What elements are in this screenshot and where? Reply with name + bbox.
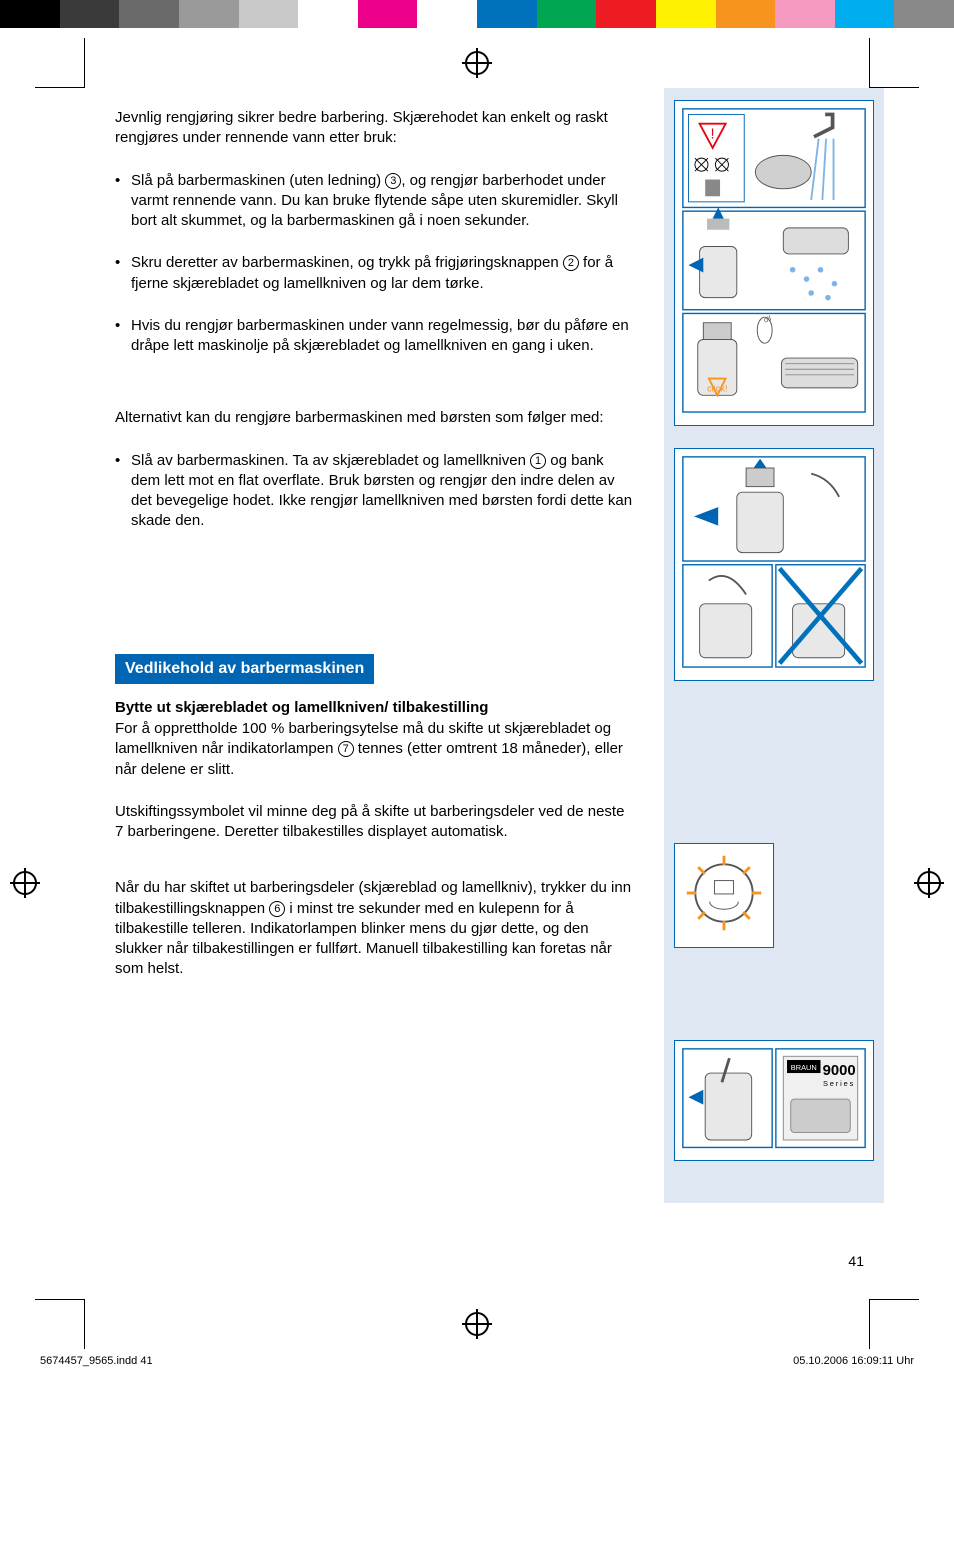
cleaning-steps-list: Slå på barbermaskinen (uten ledning) 3, … (115, 171, 634, 357)
list-item: Hvis du rengjør barbermaskinen under van… (115, 316, 634, 357)
rinse-illustration: ! click! oil (681, 107, 867, 414)
registration-target-icon (462, 1309, 492, 1339)
registration-target-icon (914, 868, 944, 898)
svg-text:BRAUN: BRAUN (791, 1063, 817, 1072)
reference-number-icon: 3 (385, 173, 401, 189)
brush-illustration (681, 455, 867, 669)
reference-number-icon: 6 (269, 901, 285, 917)
maintenance-paragraph: For å opprettholde 100 % barberingsytels… (115, 719, 634, 780)
crop-marks-bottom (0, 1289, 954, 1349)
reference-number-icon: 7 (338, 741, 354, 757)
svg-text:click!: click! (707, 384, 728, 394)
figure-brush-cleaning (674, 448, 874, 681)
figure-replacement-indicator (674, 843, 774, 948)
svg-text:9000: 9000 (823, 1063, 856, 1079)
figure-reset-and-pack: BRAUN 9000 Series (674, 1040, 874, 1161)
maintenance-paragraph: Når du har skiftet ut barberingsdeler (s… (115, 878, 634, 979)
alt-intro-paragraph: Alternativt kan du rengjøre barbermaskin… (115, 408, 634, 428)
reference-number-icon: 1 (530, 453, 546, 469)
svg-text:Series: Series (823, 1079, 855, 1088)
figure-column: ! click! oil (664, 88, 884, 1203)
section-header: Vedlikehold av barbermaskinen (115, 654, 374, 684)
main-text-column: Jevnlig rengjøring sikrer bedre barberin… (115, 108, 634, 1203)
registration-target-icon (10, 868, 40, 898)
list-item: Skru deretter av barbermaskinen, og tryk… (115, 253, 634, 294)
indicator-illustration (681, 850, 767, 936)
figure-rinse-sequence: ! click! oil (674, 100, 874, 426)
brush-cleaning-list: Slå av barbermaskinen. Ta av skjæreblade… (115, 451, 634, 532)
print-footer: 5674457_9565.indd 41 05.10.2006 16:09:11… (0, 1349, 954, 1373)
reset-illustration: BRAUN 9000 Series (681, 1047, 867, 1149)
registration-color-bar (0, 0, 954, 28)
footer-filename: 5674457_9565.indd 41 (40, 1355, 153, 1367)
list-item: Slå på barbermaskinen (uten ledning) 3, … (115, 171, 634, 232)
footer-timestamp: 05.10.2006 16:09:11 Uhr (793, 1355, 914, 1367)
registration-target-icon (462, 48, 492, 78)
intro-paragraph: Jevnlig rengjøring sikrer bedre barberin… (115, 108, 634, 149)
list-item: Slå av barbermaskinen. Ta av skjæreblade… (115, 451, 634, 532)
subsection-heading: Bytte ut skjærebladet og lamellkniven/ t… (115, 698, 634, 718)
maintenance-paragraph: Utskiftingssymbolet vil minne deg på å s… (115, 802, 634, 843)
reference-number-icon: 2 (563, 255, 579, 271)
svg-text:!: ! (711, 127, 715, 143)
page-number: 41 (0, 1243, 954, 1289)
